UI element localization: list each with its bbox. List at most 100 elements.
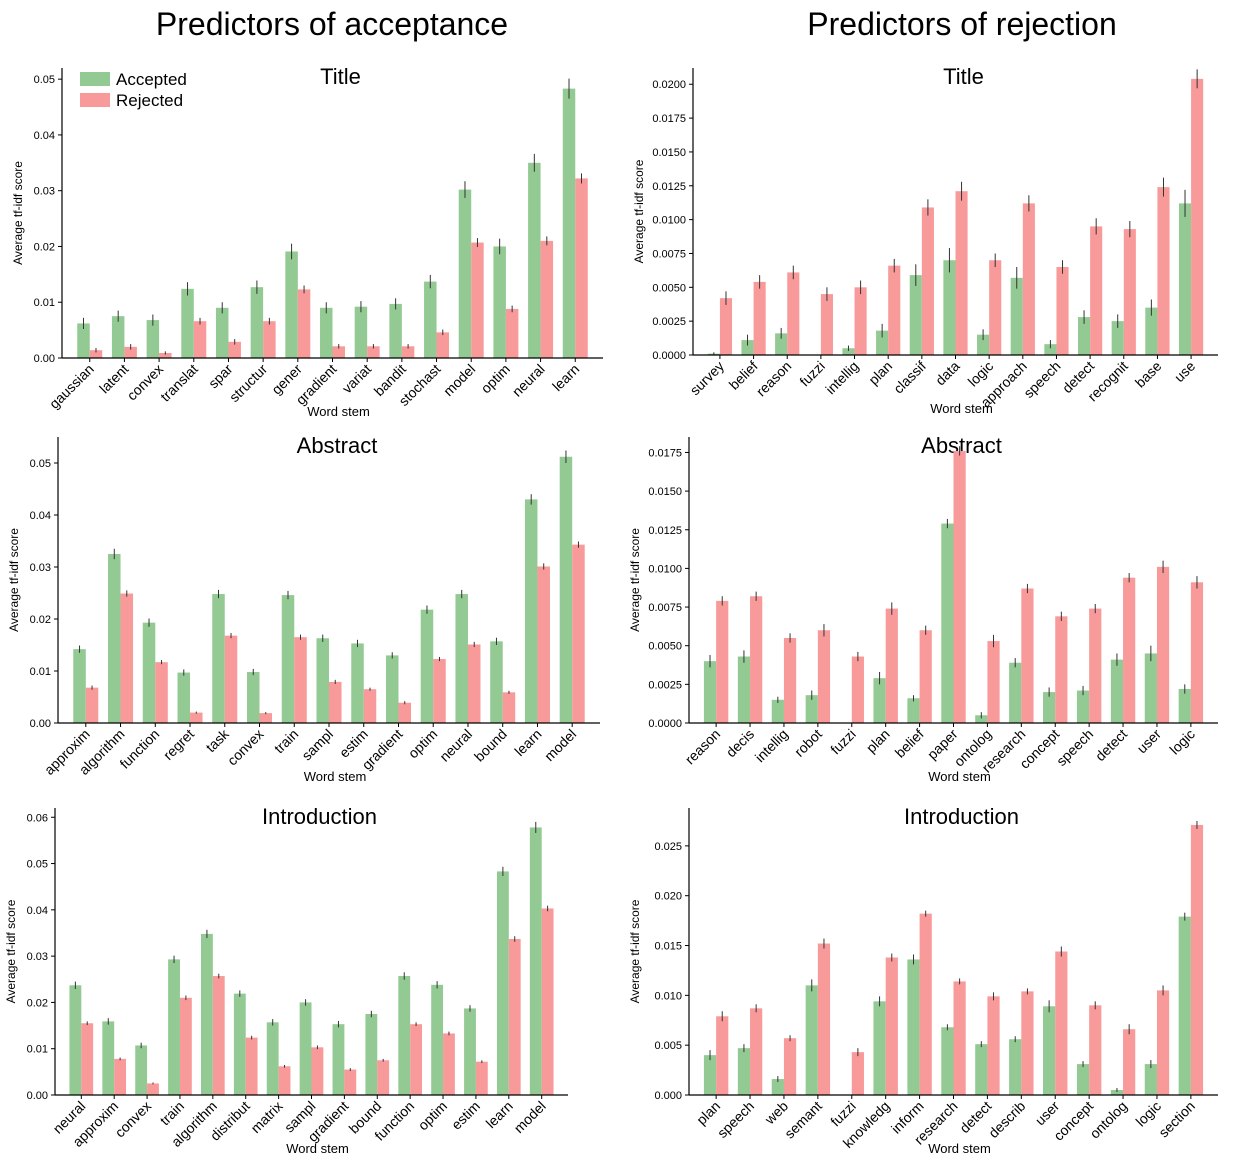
y-tick-label: 0.03 — [27, 951, 48, 963]
bar-accepted-describ — [1009, 1039, 1022, 1095]
bar-accepted-gradient — [385, 655, 399, 723]
x-tick-label-plan: plan — [693, 1098, 723, 1128]
y-tick-label: 0.000 — [654, 1090, 682, 1102]
bar-accepted-neural — [455, 594, 468, 723]
bar-rejected-optim — [443, 1033, 455, 1095]
bar-rejected-fuzzi — [851, 1052, 864, 1095]
bar-rejected-learn — [508, 939, 521, 1095]
bar-rejected-belief — [753, 281, 766, 355]
bar-accepted-detect — [1110, 659, 1124, 723]
bar-rejected-logic — [1190, 582, 1204, 723]
bar-rejected-task — [224, 635, 238, 723]
panel-title: Introduction — [904, 804, 1019, 829]
bar-accepted-logic — [1178, 688, 1191, 723]
bar-rejected-plan — [885, 608, 898, 723]
y-tick-label: 0.0125 — [648, 525, 682, 537]
bar-rejected-detect — [1090, 226, 1103, 355]
y-tick-label: 0.00 — [27, 1090, 48, 1102]
x-tick-label-variat: variat — [339, 361, 375, 397]
bar-rejected-approxim — [85, 687, 99, 723]
x-tick-label-belief: belief — [892, 726, 927, 761]
bar-rejected-estim — [475, 1061, 488, 1095]
x-tick-label-semant: semant — [781, 1098, 825, 1142]
bar-accepted-logic — [1144, 1064, 1157, 1095]
bar-rejected-speech — [750, 1008, 763, 1095]
bar-accepted-learn — [496, 871, 509, 1095]
bar-accepted-latent — [111, 316, 125, 358]
bar-rejected-classif — [921, 207, 934, 355]
y-axis-label: Average tf-idf score — [632, 159, 646, 263]
bar-rejected-intellig — [854, 287, 867, 355]
x-axis-label: Word stem — [286, 1141, 349, 1156]
y-tick-label: 0.01 — [27, 1044, 48, 1056]
bar-rejected-ontolog — [1123, 1029, 1136, 1095]
legend-swatch-rejected — [80, 93, 110, 107]
x-tick-label-speech: speech — [1020, 358, 1063, 401]
bar-rejected-base — [1157, 187, 1170, 355]
bar-rejected-algorithm — [120, 593, 134, 723]
x-tick-label-structur: structur — [226, 361, 271, 406]
bar-rejected-detect — [987, 996, 1000, 1095]
bar-accepted-stochast — [424, 281, 437, 358]
bar-rejected-use — [1191, 78, 1204, 355]
bar-rejected-fuzzi — [851, 656, 864, 723]
bar-accepted-classif — [909, 275, 922, 355]
y-tick-label: 0.04 — [27, 905, 48, 917]
x-tick-label-neural: neural — [509, 361, 548, 400]
y-tick-label: 0.05 — [27, 859, 48, 871]
bar-rejected-recognit — [1123, 229, 1136, 355]
x-tick-label-user: user — [1134, 726, 1165, 757]
bar-rejected-concept — [1089, 1005, 1102, 1095]
bar-accepted-gener — [285, 251, 298, 358]
bar-accepted-train — [281, 595, 295, 723]
chart-panel-rejection-abstract: Abstract0.00000.00250.00500.00750.01000.… — [628, 433, 1218, 784]
bar-rejected-plan — [716, 1016, 729, 1095]
bar-rejected-gaussian — [89, 350, 103, 358]
bar-accepted-optim — [431, 984, 444, 1095]
bar-rejected-estim — [363, 689, 377, 723]
x-tick-label-convex: convex — [112, 1098, 155, 1141]
y-tick-label: 0.05 — [34, 74, 55, 86]
x-tick-label-learn: learn — [549, 361, 582, 394]
bar-accepted-sampl — [316, 638, 329, 723]
bar-rejected-inform — [919, 913, 932, 1095]
chart-panel-acceptance-title: Title 0.00 0.01 0.02 0.03 0.04 0.05 Average tf-… — [11, 64, 603, 419]
y-tick-label: 0.0175 — [652, 113, 686, 125]
x-tick-label-data: data — [932, 358, 963, 389]
bar-rejected-distribut — [245, 1037, 258, 1095]
bar-accepted-neural — [528, 162, 541, 358]
bar-rejected-detect — [1123, 577, 1136, 723]
x-tick-label-bound: bound — [471, 726, 510, 765]
chart-panels: Title 0.00 0.01 0.02 0.03 0.04 0.05 Average tf-… — [4, 64, 1218, 1156]
x-tick-label-plan: plan — [863, 726, 893, 756]
bar-rejected-user — [1055, 951, 1068, 1095]
bar-accepted-plan — [876, 330, 889, 355]
y-axis-label: Average tf-idf score — [4, 899, 18, 1003]
bar-accepted-spar — [215, 307, 229, 358]
y-tick-label: 0.06 — [27, 812, 48, 824]
bar-rejected-neural — [540, 240, 554, 358]
bar-rejected-convex — [159, 352, 172, 358]
bar-rejected-model — [471, 242, 484, 358]
bar-accepted-convex — [247, 672, 260, 723]
bar-rejected-train — [294, 637, 307, 723]
bar-accepted-research — [941, 1027, 954, 1095]
bar-rejected-train — [179, 997, 192, 1095]
bar-rejected-algorithm — [212, 976, 225, 1095]
y-tick-label: 0.0150 — [652, 147, 686, 159]
bar-accepted-gaussian — [77, 323, 90, 358]
y-tick-label: 0.015 — [654, 941, 682, 953]
panel-title: Title — [943, 64, 984, 89]
x-tick-label-convex: convex — [224, 726, 267, 769]
x-tick-label-learn: learn — [511, 726, 544, 759]
x-tick-label-model: model — [511, 1098, 549, 1136]
bar-accepted-semant — [805, 985, 818, 1095]
panel-title: Abstract — [297, 433, 378, 458]
x-tick-label-ontolog: ontolog — [1086, 1098, 1130, 1142]
bar-accepted-detect — [975, 1044, 988, 1095]
bar-accepted-algorithm — [108, 554, 121, 723]
legend-swatch-accepted — [80, 72, 110, 86]
left-column-title: Predictors of acceptance — [155, 6, 509, 42]
bar-rejected-robot — [817, 630, 831, 723]
